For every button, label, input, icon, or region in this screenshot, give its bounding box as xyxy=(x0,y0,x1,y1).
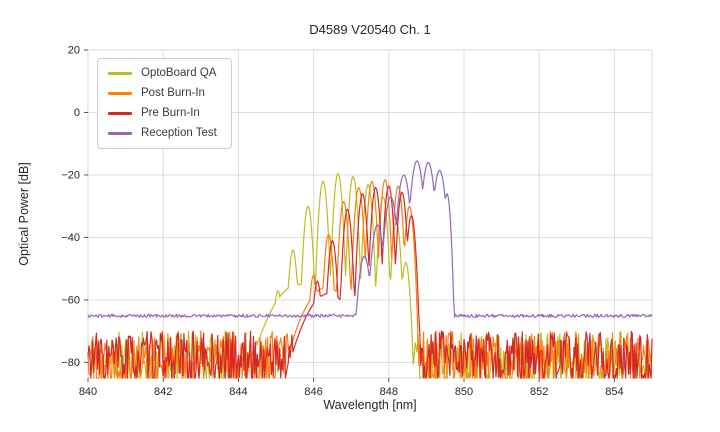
chart-title: D4589 V20540 Ch. 1 xyxy=(309,22,431,37)
y-tick-label: −80 xyxy=(61,357,80,369)
plot-frame xyxy=(87,49,653,379)
legend-label: Post Burn-In xyxy=(141,87,205,99)
x-tick-label: 840 xyxy=(79,386,97,398)
legend-entry: Pre Burn-In xyxy=(108,107,217,120)
x-tick-label: 842 xyxy=(154,386,172,398)
series-line-2 xyxy=(87,185,653,379)
legend-label: OptoBoard QA xyxy=(141,67,217,79)
y-tick-label: −60 xyxy=(61,294,80,306)
legend-line-swatch xyxy=(108,92,132,95)
x-tick-label: 852 xyxy=(530,386,548,398)
legend-line-swatch xyxy=(108,112,132,115)
y-tick-label: 20 xyxy=(68,45,80,57)
legend-line-swatch xyxy=(108,72,132,75)
legend-entry: Post Burn-In xyxy=(108,87,217,100)
series-line-1 xyxy=(87,179,653,379)
legend-line-swatch xyxy=(108,132,132,135)
legend-label: Pre Burn-In xyxy=(141,107,200,119)
x-tick-label: 846 xyxy=(304,386,322,398)
x-tick-label: 850 xyxy=(455,386,473,398)
x-tick-label: 848 xyxy=(380,386,398,398)
y-tick-label: −20 xyxy=(61,169,80,181)
legend-entry: Reception Test xyxy=(108,127,217,140)
x-tick-label: 854 xyxy=(605,386,623,398)
legend-label: Reception Test xyxy=(141,127,217,139)
x-tick-label: 844 xyxy=(229,386,247,398)
y-tick-label: −40 xyxy=(61,232,80,244)
series-line-3 xyxy=(87,160,653,318)
y-tick-label: 0 xyxy=(74,107,80,119)
x-axis-label: Wavelength [nm] xyxy=(323,398,417,412)
legend: OptoBoard QA Post Burn-In Pre Burn-In Re… xyxy=(97,58,232,149)
legend-entry: OptoBoard QA xyxy=(108,67,217,80)
